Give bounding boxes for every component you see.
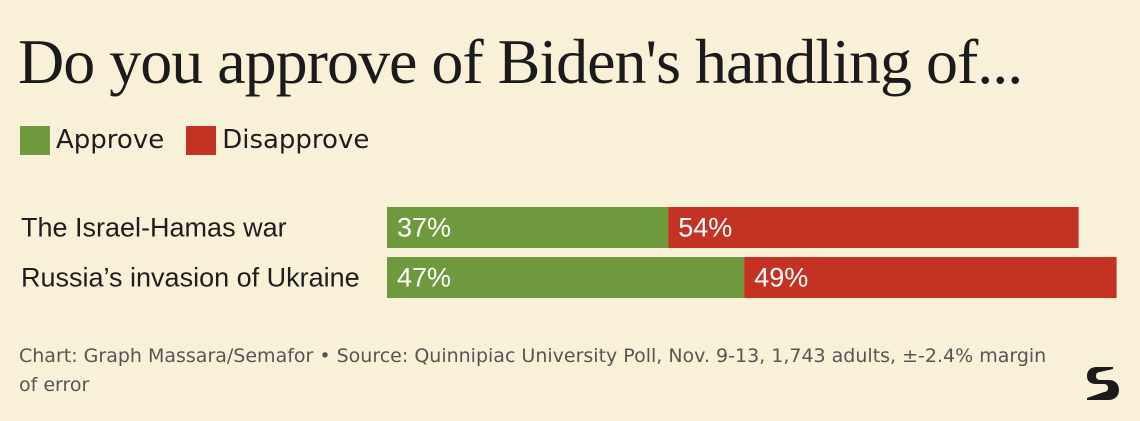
legend-item-disapprove: Disapprove: [186, 124, 369, 156]
bar-approve: [387, 257, 745, 298]
data-label: 54%: [678, 213, 732, 243]
bar-disapprove: [744, 257, 1117, 298]
legend-item-approve: Approve: [20, 124, 164, 156]
legend-label-approve: Approve: [56, 125, 165, 155]
legend-label-disapprove: Disapprove: [222, 125, 370, 155]
chart-title: Do you approve of Biden's handling of...: [18, 26, 1023, 97]
bar-approve: [387, 207, 669, 248]
source-note: Chart: Graph Massara/Semafor • Source: Q…: [19, 345, 1047, 396]
data-label: 49%: [754, 263, 808, 293]
data-label: 37%: [397, 213, 451, 243]
bar-disapprove: [668, 207, 1079, 248]
data-label: 47%: [397, 263, 451, 293]
category-label: Russia’s invasion of Ukraine: [21, 263, 360, 293]
stacked-bar-chart: The Israel-Hamas war 37% 54% Russia’s invas…: [21, 207, 1117, 298]
legend-swatch-approve: [20, 125, 50, 155]
legend-swatch-disapprove: [186, 125, 217, 155]
semafor-logo-icon: [1087, 367, 1119, 400]
legend: Approve Disapprove: [20, 124, 391, 156]
category-label: The Israel-Hamas war: [21, 213, 287, 243]
